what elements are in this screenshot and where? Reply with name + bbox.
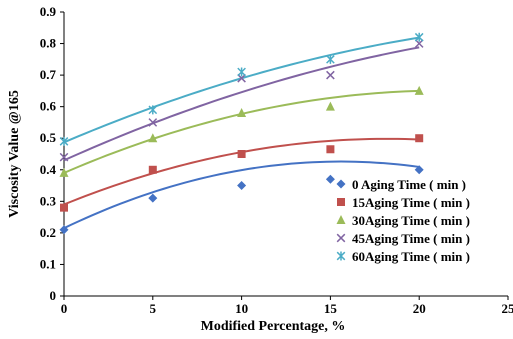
y-tick-label: 0.8 <box>40 36 57 51</box>
legend-label: 15Aging Time ( min ) <box>352 195 470 210</box>
trendline <box>63 46 420 162</box>
y-tick-label: 0.5 <box>40 130 57 145</box>
plot-area <box>64 12 508 296</box>
y-tick-label: 0.6 <box>40 99 57 114</box>
legend-marker <box>336 251 346 261</box>
data-point <box>60 203 68 212</box>
data-point <box>414 165 424 175</box>
x-axis-title: Modified Percentage, % <box>201 319 346 334</box>
legend-label: 30Aging Time ( min ) <box>352 213 470 228</box>
y-tick-label: 0.4 <box>40 162 57 177</box>
data-point <box>59 225 69 235</box>
data-point <box>148 118 158 127</box>
data-point <box>325 174 335 184</box>
trendline <box>63 160 420 230</box>
data-point <box>326 145 335 154</box>
legend-label: 60Aging Time ( min ) <box>352 249 470 264</box>
y-tick-label: 0.7 <box>40 67 57 82</box>
y-tick-label: 0.9 <box>40 4 57 19</box>
axes <box>60 11 509 300</box>
data-point <box>414 32 424 42</box>
legend-label: 45Aging Time ( min ) <box>352 231 470 246</box>
legend-label: 0 Aging Time ( min ) <box>352 177 466 192</box>
y-tick-label: 0 <box>50 288 57 303</box>
data-point <box>326 70 335 80</box>
x-tick-label: 0 <box>61 301 68 316</box>
data-point <box>414 39 424 48</box>
data-point <box>59 152 69 162</box>
x-tick-label: 5 <box>150 301 157 316</box>
x-tick-label: 20 <box>413 301 426 316</box>
legend-marker <box>337 198 345 206</box>
legend-marker <box>336 179 346 189</box>
data-point <box>237 73 246 83</box>
data-point <box>237 67 246 77</box>
data-point <box>237 107 247 117</box>
legend-marker <box>336 215 346 224</box>
x-tick-label: 25 <box>502 301 513 316</box>
data-point <box>148 165 157 174</box>
data-point <box>414 85 424 95</box>
data-point <box>59 167 69 177</box>
data-point <box>415 134 424 143</box>
legend-marker <box>336 233 346 243</box>
data-point <box>237 150 246 158</box>
y-tick-label: 0.2 <box>40 225 56 240</box>
data-point <box>59 136 69 146</box>
data-point <box>148 133 158 143</box>
data-point <box>148 193 158 203</box>
x-tick-label: 15 <box>324 301 338 316</box>
y-axis-title: Viscosity Value @165 <box>7 90 22 218</box>
x-tick-label: 10 <box>235 301 248 316</box>
data-point <box>148 105 158 115</box>
y-tick-label: 0.1 <box>40 256 56 271</box>
data-point <box>325 101 335 111</box>
y-tick-label: 0.3 <box>40 193 57 208</box>
data-points <box>59 32 424 235</box>
tick-labels: 0 0.1 0.2 0.3 0.4 0.5 0.6 0.7 0.8 0.9 0 5 10 15 20 25 <box>40 4 513 316</box>
data-point <box>326 54 335 64</box>
data-point <box>237 181 247 191</box>
legend: 0 Aging Time ( min ) 15Aging Time ( min )… <box>336 177 470 264</box>
